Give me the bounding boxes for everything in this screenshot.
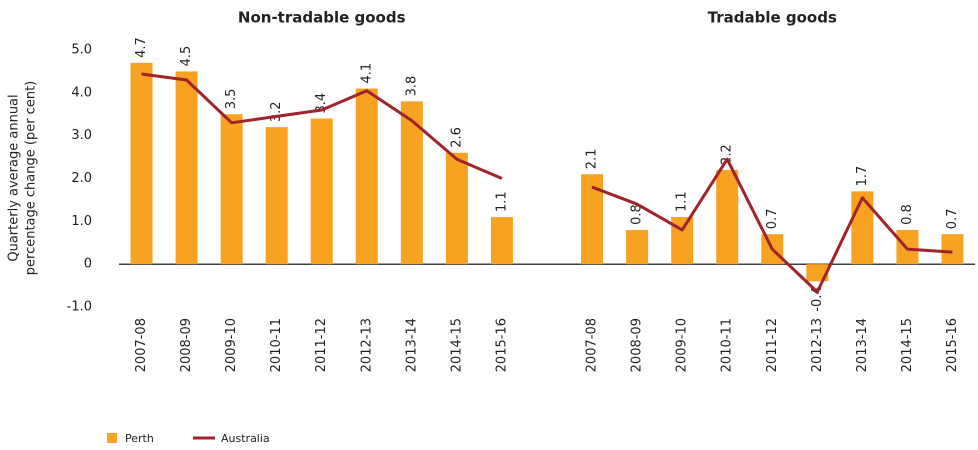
legend-swatch [107,433,117,443]
x-tick-label: 2010-11 [720,318,735,372]
x-tick-label: 2008-09 [179,318,194,372]
y-tick-label: -1.0 [67,300,92,315]
data-label: 1.1 [675,191,690,212]
data-label: 3.8 [404,76,419,97]
bar [310,118,333,265]
x-tick-label: 2008-09 [630,318,645,372]
y-tick-label: 4.0 [71,85,92,100]
y-axis-label: Quarterly average annual [7,94,22,261]
data-label: 0.7 [945,208,960,229]
y-tick-label: 1.0 [71,214,92,229]
y-tick-label: 5.0 [71,43,92,58]
data-label: 2.6 [449,127,464,148]
bar [581,174,604,265]
y-axis-label: percentage change (per cent) [24,81,39,275]
bar [445,152,468,265]
bar [400,101,423,265]
line [591,157,953,294]
data-label: 4.7 [134,37,149,58]
x-tick-label: 2015-16 [494,318,509,372]
y-tick-label: 0 [84,257,92,272]
x-tick-label: 2014-15 [900,318,915,372]
data-label: 3.2 [269,101,284,122]
bar [130,62,153,265]
y-tick-label: 3.0 [71,128,92,143]
y-tick-label: 2.0 [71,171,92,186]
line [141,72,503,180]
x-tick-label: 2014-15 [449,318,464,372]
legend-label: Perth [125,432,154,445]
data-label: 1.1 [494,191,509,212]
x-tick-label: 2009-10 [224,318,239,372]
bar [626,229,649,265]
x-tick-label: 2007-08 [134,318,149,372]
x-tick-label: 2015-16 [945,318,960,372]
data-label: 4.5 [179,46,194,67]
x-tick-label: 2013-14 [404,318,419,372]
panel-title: Tradable goods [708,9,837,27]
x-tick-label: 2012-13 [810,318,825,372]
bar [490,217,513,265]
bar [175,71,198,265]
data-label: 2.1 [585,149,600,170]
data-label: 2.2 [720,144,735,165]
x-tick-label: 2011-12 [314,318,329,372]
data-label: 3.5 [224,89,239,110]
x-tick-label: 2012-13 [359,318,374,372]
x-tick-label: 2010-11 [269,318,284,372]
bar [851,191,874,265]
data-label: 4.1 [359,63,374,84]
bar [265,127,288,265]
data-label: 0.7 [765,208,780,229]
data-label: 0.8 [900,204,915,225]
x-tick-label: 2007-08 [585,318,600,372]
data-label: 1.7 [855,166,870,187]
x-tick-label: 2009-10 [675,318,690,372]
bar [716,169,739,265]
data-label: -0.4 [810,286,825,311]
panel-title: Non-tradable goods [238,9,406,27]
bar [220,114,243,265]
x-tick-label: 2011-12 [765,318,780,372]
legend-label: Australia [221,432,270,445]
bar [671,217,694,265]
x-tick-label: 2013-14 [855,318,870,372]
bar [941,234,964,265]
bar [806,264,829,282]
data-label: 0.8 [630,204,645,225]
bar [355,88,378,265]
